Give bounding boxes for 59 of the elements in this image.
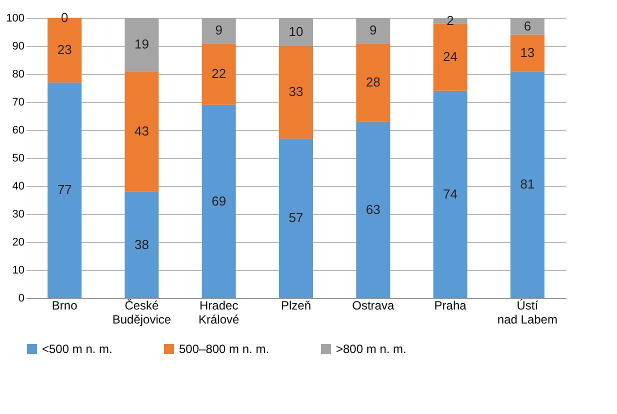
bar	[279, 18, 313, 46]
legend-label: <500 m n. m.	[42, 342, 112, 356]
data-label: 9	[370, 22, 377, 38]
data-label: 13	[520, 45, 535, 60]
y-tick-label: 50	[12, 152, 24, 164]
data-label: 9	[215, 22, 222, 38]
bar	[48, 82, 82, 298]
data-label: 43	[134, 123, 149, 138]
bar	[356, 122, 390, 298]
data-label: 38	[134, 236, 149, 252]
y-tick-label: 100	[6, 12, 24, 24]
x-tick-label: Brno	[52, 298, 78, 312]
data-label: 23	[57, 42, 72, 58]
data-label: 81	[520, 176, 535, 192]
data-label: 74	[443, 186, 458, 202]
x-tick-label: Hradec Králové	[198, 298, 240, 326]
x-tick-label: Ústí nad Labem	[497, 298, 558, 326]
x-tick-label: České Budějovice	[112, 298, 172, 326]
legend-label: 500–800 m n. m.	[179, 342, 270, 356]
bar	[356, 43, 390, 122]
y-tick-label: 0	[18, 292, 24, 304]
y-tick-label: 20	[12, 236, 24, 248]
bar	[510, 34, 544, 72]
y-tick-label: 40	[12, 180, 24, 192]
x-tick-label: Praha	[434, 298, 467, 312]
data-label: 33	[288, 84, 304, 100]
bar	[279, 138, 313, 298]
y-tick-label: 30	[12, 208, 24, 220]
bar	[356, 18, 390, 44]
bar	[510, 18, 544, 35]
bar	[510, 71, 544, 298]
y-tick-label: 80	[12, 68, 24, 80]
data-label: 0	[60, 10, 68, 25]
data-label: 10	[288, 24, 304, 39]
bar	[124, 192, 159, 298]
bar	[124, 18, 159, 72]
data-label: 77	[57, 182, 72, 198]
x-tick-label: Plzeň	[280, 298, 312, 312]
bar	[279, 46, 313, 138]
y-tick-label: 70	[12, 96, 24, 108]
legend-label: >800 m n. m.	[336, 342, 406, 356]
bar	[433, 24, 468, 91]
data-label: 6	[524, 18, 532, 34]
y-tick-label: 60	[12, 124, 24, 136]
bar	[202, 18, 236, 44]
bar	[202, 43, 236, 105]
y-tick-label: 90	[12, 40, 24, 52]
x-tick-label: Ostrava	[352, 298, 394, 312]
bar	[124, 71, 159, 192]
data-label: 24	[443, 49, 458, 64]
bar	[202, 104, 236, 298]
data-label: 69	[212, 193, 226, 208]
data-label: 19	[134, 36, 149, 52]
y-tick-label: 10	[12, 264, 24, 276]
bar	[433, 90, 468, 298]
data-label: 63	[366, 202, 380, 217]
data-label: 22	[212, 66, 226, 81]
data-label: 57	[288, 210, 304, 226]
data-label: 28	[366, 74, 380, 90]
